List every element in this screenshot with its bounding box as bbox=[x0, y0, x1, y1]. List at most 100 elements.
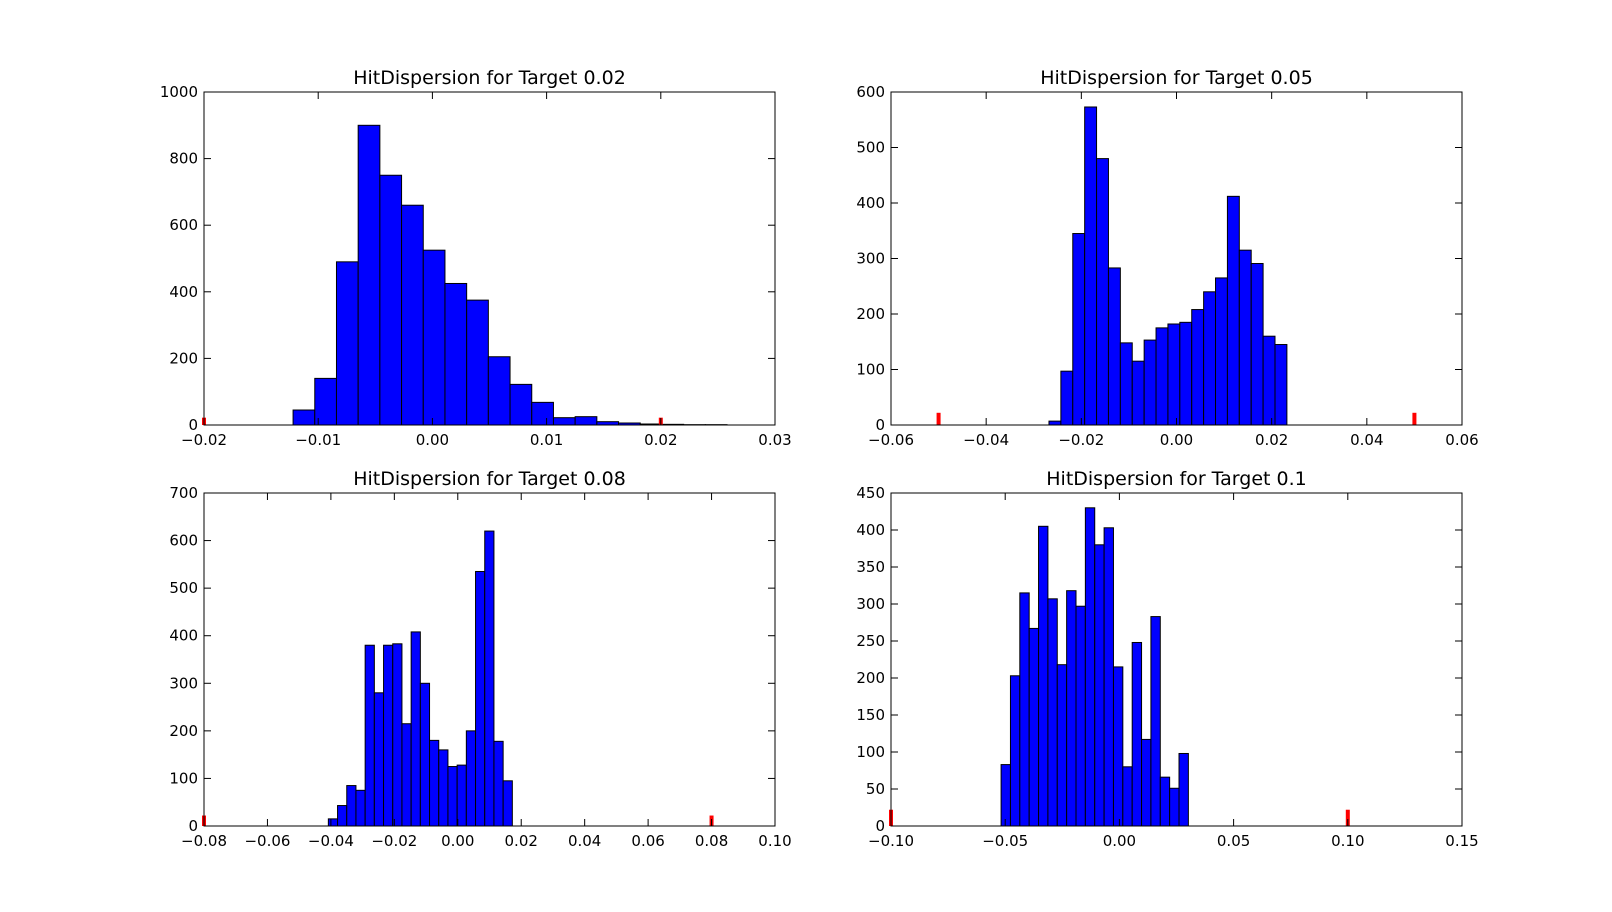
histogram-bar bbox=[456, 764, 467, 827]
histogram-bar bbox=[1048, 420, 1062, 426]
histogram-bar bbox=[1096, 158, 1109, 426]
histogram-bar bbox=[1250, 262, 1264, 426]
histogram-bar bbox=[1122, 766, 1133, 827]
chart-title: HitDispersion for Target 0.1 bbox=[1046, 468, 1306, 490]
histogram-bar bbox=[1131, 641, 1143, 827]
x-tick-label: 0.01 bbox=[530, 431, 563, 449]
histogram-target-0-1: HitDispersion for Target 0.1 −0.10 −0.05 0… bbox=[856, 468, 1478, 850]
y-tick-label: 700 bbox=[169, 484, 198, 502]
y-tick-label: 600 bbox=[169, 216, 198, 234]
histogram-bar bbox=[475, 570, 486, 827]
histogram-target-0-02: HitDispersion for Target 0.02 −0.02 −0.01… bbox=[160, 67, 792, 449]
histogram-bar bbox=[1141, 738, 1152, 827]
x-tick-label: 0.00 bbox=[416, 431, 449, 449]
y-tick-label: 250 bbox=[856, 632, 885, 650]
y-tick-label: 400 bbox=[856, 194, 885, 212]
y-tick-label: 350 bbox=[856, 558, 885, 576]
histogram-bar bbox=[487, 356, 511, 426]
histogram-bar bbox=[346, 785, 357, 827]
y-tick-label: 500 bbox=[856, 139, 885, 157]
y-tick-label: 0 bbox=[875, 416, 885, 434]
histogram-bar bbox=[419, 682, 431, 827]
histogram-bar bbox=[392, 643, 403, 827]
histogram-bar bbox=[401, 204, 424, 426]
histogram-bar bbox=[373, 692, 385, 827]
histogram-bar bbox=[422, 249, 446, 426]
y-tick-label: 450 bbox=[856, 484, 885, 502]
y-tick-label: 600 bbox=[856, 83, 885, 101]
x-tick-label: 0.10 bbox=[758, 832, 791, 850]
x-tick-label: −0.01 bbox=[295, 431, 341, 449]
histogram-bar bbox=[1226, 195, 1240, 426]
histogram-bar bbox=[502, 780, 513, 827]
x-tick-label: −0.02 bbox=[1058, 431, 1104, 449]
y-tick-label: 400 bbox=[856, 521, 885, 539]
x-tick-label: −0.08 bbox=[181, 832, 227, 850]
histogram-bar bbox=[465, 730, 477, 827]
x-tick-label: 0.02 bbox=[644, 431, 677, 449]
y-tick-label: 300 bbox=[856, 595, 885, 613]
x-tick-label: −0.06 bbox=[244, 832, 290, 850]
y-tick-label: 1000 bbox=[160, 83, 198, 101]
histogram-bar bbox=[1084, 507, 1096, 827]
y-tick-label: 800 bbox=[169, 150, 198, 168]
axes-frame bbox=[203, 492, 776, 827]
histogram-bar bbox=[1169, 787, 1180, 827]
histogram-bar bbox=[429, 739, 440, 827]
histogram-bar bbox=[1028, 627, 1040, 827]
x-tick-label: −0.06 bbox=[868, 431, 914, 449]
histogram-target-0-08: HitDispersion for Target 0.08 −0.08 −0.06… bbox=[169, 468, 791, 850]
x-tick-label: 0.06 bbox=[1445, 431, 1478, 449]
histogram-bar bbox=[552, 417, 576, 426]
histogram-bar bbox=[410, 631, 421, 827]
histogram-bar bbox=[1072, 233, 1086, 426]
histogram-bar bbox=[1112, 666, 1124, 827]
histogram-bar bbox=[1143, 339, 1157, 426]
y-tick-label: 150 bbox=[856, 706, 885, 724]
histogram-bar bbox=[1150, 616, 1161, 827]
y-tick-label: 600 bbox=[169, 532, 198, 550]
histogram-bar bbox=[1167, 323, 1181, 426]
y-tick-label: 200 bbox=[856, 305, 885, 323]
histogram-bar bbox=[1119, 342, 1133, 426]
y-tick-label: 200 bbox=[169, 349, 198, 367]
axes-frame bbox=[203, 91, 776, 426]
histogram-bar bbox=[1131, 360, 1145, 426]
histogram-bar bbox=[1155, 327, 1169, 426]
histogram-bar bbox=[1238, 249, 1252, 426]
histogram-bar bbox=[574, 416, 598, 426]
histogram-target-0-05: HitDispersion for Target 0.05 −0.06 −0.04… bbox=[856, 67, 1478, 449]
chart-title: HitDispersion for Target 0.05 bbox=[1040, 67, 1313, 89]
histogram-bar bbox=[401, 723, 412, 827]
x-tick-label: 0.04 bbox=[1350, 431, 1383, 449]
histogram-bar bbox=[1178, 752, 1189, 827]
histogram-bar bbox=[1060, 370, 1074, 426]
x-tick-label: 0.06 bbox=[631, 832, 664, 850]
y-tick-label: 300 bbox=[169, 674, 198, 692]
y-tick-label: 0 bbox=[188, 817, 198, 835]
chart-title: HitDispersion for Target 0.02 bbox=[353, 67, 626, 89]
histogram-bar bbox=[1056, 664, 1068, 827]
histogram-bar bbox=[1215, 277, 1228, 426]
x-tick-label: 0.04 bbox=[568, 832, 601, 850]
x-tick-label: −0.05 bbox=[982, 832, 1028, 850]
histogram-bar bbox=[484, 530, 495, 827]
x-tick-label: −0.04 bbox=[963, 431, 1009, 449]
histogram-bar bbox=[1094, 544, 1105, 827]
histogram-bar bbox=[1066, 590, 1077, 827]
y-tick-label: 0 bbox=[188, 416, 198, 434]
x-tick-label: −0.04 bbox=[308, 832, 354, 850]
y-tick-label: 100 bbox=[856, 743, 885, 761]
histogram-bar bbox=[493, 740, 504, 827]
x-tick-label: 0.02 bbox=[1255, 431, 1288, 449]
histogram-bar bbox=[1047, 598, 1058, 827]
histogram-bar bbox=[383, 644, 394, 827]
histogram-bar bbox=[438, 749, 449, 827]
x-tick-label: −0.02 bbox=[371, 832, 417, 850]
y-tick-label: 200 bbox=[856, 669, 885, 687]
histogram-bar bbox=[509, 383, 533, 426]
x-tick-label: 0.08 bbox=[695, 832, 728, 850]
histogram-bar bbox=[1179, 321, 1193, 426]
histogram-bar bbox=[1084, 106, 1098, 426]
